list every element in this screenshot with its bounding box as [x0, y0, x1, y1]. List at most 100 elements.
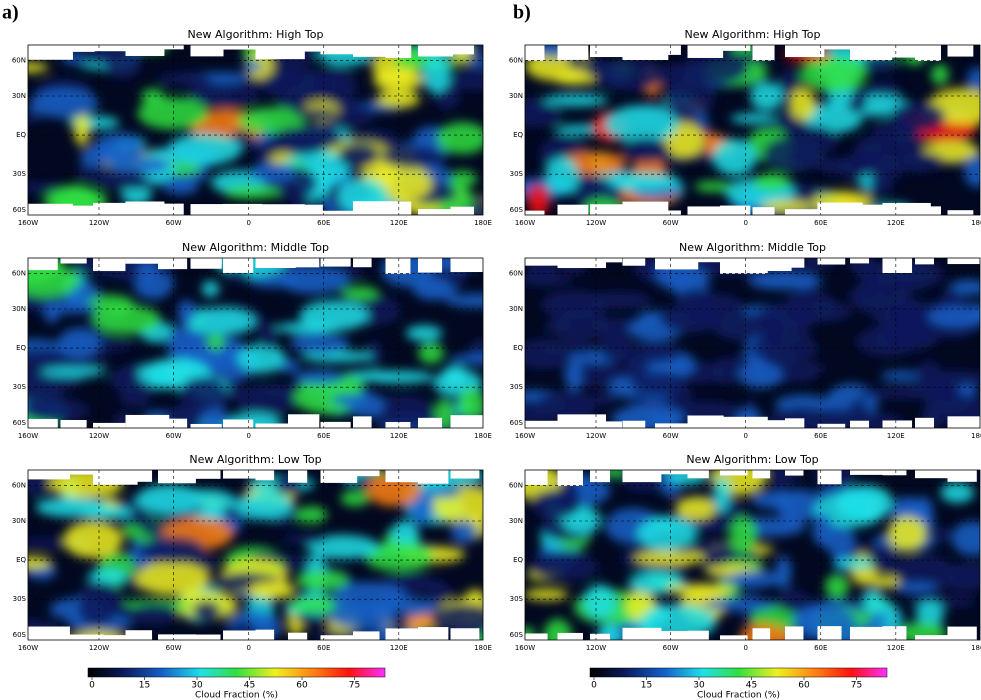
x-axis-label: 120E — [390, 432, 408, 440]
colorbar-tick-label: 45 — [244, 681, 255, 691]
cloud-blob — [331, 582, 406, 616]
no-data — [418, 470, 448, 484]
no-data — [525, 470, 548, 485]
no-data — [28, 258, 58, 270]
x-axis-label: 160W — [515, 219, 535, 227]
cloud-blob — [445, 294, 512, 308]
y-axis-label: 30N — [12, 305, 26, 313]
no-data — [915, 206, 941, 222]
panel-title: New Algorithm: High Top — [188, 28, 324, 41]
x-axis-label: 160W — [18, 432, 38, 440]
x-axis-label: 0 — [246, 432, 250, 440]
x-axis-label: 0 — [743, 432, 747, 440]
no-data — [451, 470, 480, 479]
no-data — [818, 470, 842, 484]
colorbar — [88, 668, 385, 677]
cloud-blob — [566, 358, 582, 391]
x-axis-label: 60W — [166, 644, 182, 652]
no-data — [418, 45, 453, 56]
cloud-blob — [78, 592, 117, 626]
cloud-blob — [192, 601, 220, 622]
cloud-blob — [762, 136, 824, 172]
cloud-blob — [6, 556, 52, 569]
colorbar-tick-label: 60 — [798, 681, 810, 691]
cloud-blob — [738, 363, 782, 388]
y-axis-label: EQ — [16, 131, 26, 139]
cloud-blob — [529, 552, 599, 581]
x-axis-label: 60W — [663, 432, 679, 440]
cloud-blob — [168, 133, 242, 165]
cloud-blob — [77, 505, 133, 519]
map — [506, 247, 981, 443]
x-axis-label: 60E — [814, 644, 827, 652]
cloud-blob — [366, 371, 434, 384]
cloud-blob — [554, 73, 595, 85]
x-axis-label: 120W — [586, 219, 606, 227]
no-data — [558, 205, 589, 221]
no-data — [948, 258, 981, 264]
cloud-blob — [30, 88, 99, 118]
cloud-blob — [722, 575, 759, 586]
cloud-blob — [422, 56, 451, 93]
cloud-blob — [749, 273, 824, 290]
no-data — [785, 418, 804, 434]
cloud-blob — [751, 491, 792, 508]
colorbar-label: Cloud Fraction (%) — [195, 691, 278, 700]
no-data — [883, 258, 913, 273]
no-data — [288, 45, 323, 52]
no-data — [418, 627, 448, 643]
cloud-blob — [179, 376, 227, 411]
cloud-blob — [713, 139, 756, 176]
cloud-blob — [42, 301, 98, 313]
cloud-blob — [340, 286, 378, 300]
cloud-blob — [800, 56, 867, 92]
cloud-blob — [874, 324, 938, 352]
x-axis-label: 120W — [89, 432, 109, 440]
x-axis-label: 60E — [317, 432, 330, 440]
y-axis-label: EQ — [513, 131, 523, 139]
x-axis-label: 60W — [663, 644, 679, 652]
cloud-blob — [341, 491, 370, 507]
cloud-blob — [612, 405, 685, 433]
no-data — [353, 631, 380, 647]
no-data — [288, 633, 307, 649]
no-data — [915, 258, 934, 264]
cloud-blob — [893, 582, 938, 593]
panel-title: New Algorithm: Middle Top — [182, 241, 329, 254]
no-data — [590, 258, 622, 262]
y-axis-label: 30S — [510, 383, 524, 391]
cloud-blob — [634, 551, 706, 566]
cloud-blob — [243, 60, 263, 72]
no-data — [688, 415, 724, 431]
map — [0, 33, 511, 232]
cloud-blob — [836, 485, 894, 520]
no-data — [688, 258, 724, 262]
no-data — [353, 416, 372, 432]
cloud-blob — [596, 57, 665, 91]
cloud-blob — [453, 69, 508, 91]
figure: a)New Algorithm: High Top160W120W60W060E… — [0, 0, 981, 700]
x-axis-label: 160W — [515, 432, 535, 440]
y-axis-label: 30S — [13, 383, 27, 391]
no-data — [191, 635, 221, 651]
no-data — [785, 258, 804, 268]
no-data — [451, 628, 480, 644]
cloud-blob — [119, 381, 151, 407]
no-data — [288, 470, 307, 483]
cloud-blob — [545, 157, 579, 195]
cloud-blob — [825, 574, 849, 599]
x-axis-label: 0 — [246, 219, 250, 227]
y-axis-label: 60S — [510, 206, 524, 214]
cloud-blob — [136, 484, 203, 514]
y-axis-label: 30S — [13, 170, 27, 178]
no-data — [158, 470, 196, 483]
no-data — [753, 470, 771, 478]
y-axis-label: EQ — [513, 344, 523, 352]
cloud-blob — [237, 384, 295, 416]
no-data — [915, 45, 941, 61]
cloud-blob — [815, 158, 854, 174]
cloud-blob — [261, 68, 331, 101]
x-axis-label: 120E — [887, 432, 905, 440]
no-data — [948, 416, 981, 432]
no-data — [850, 470, 886, 475]
